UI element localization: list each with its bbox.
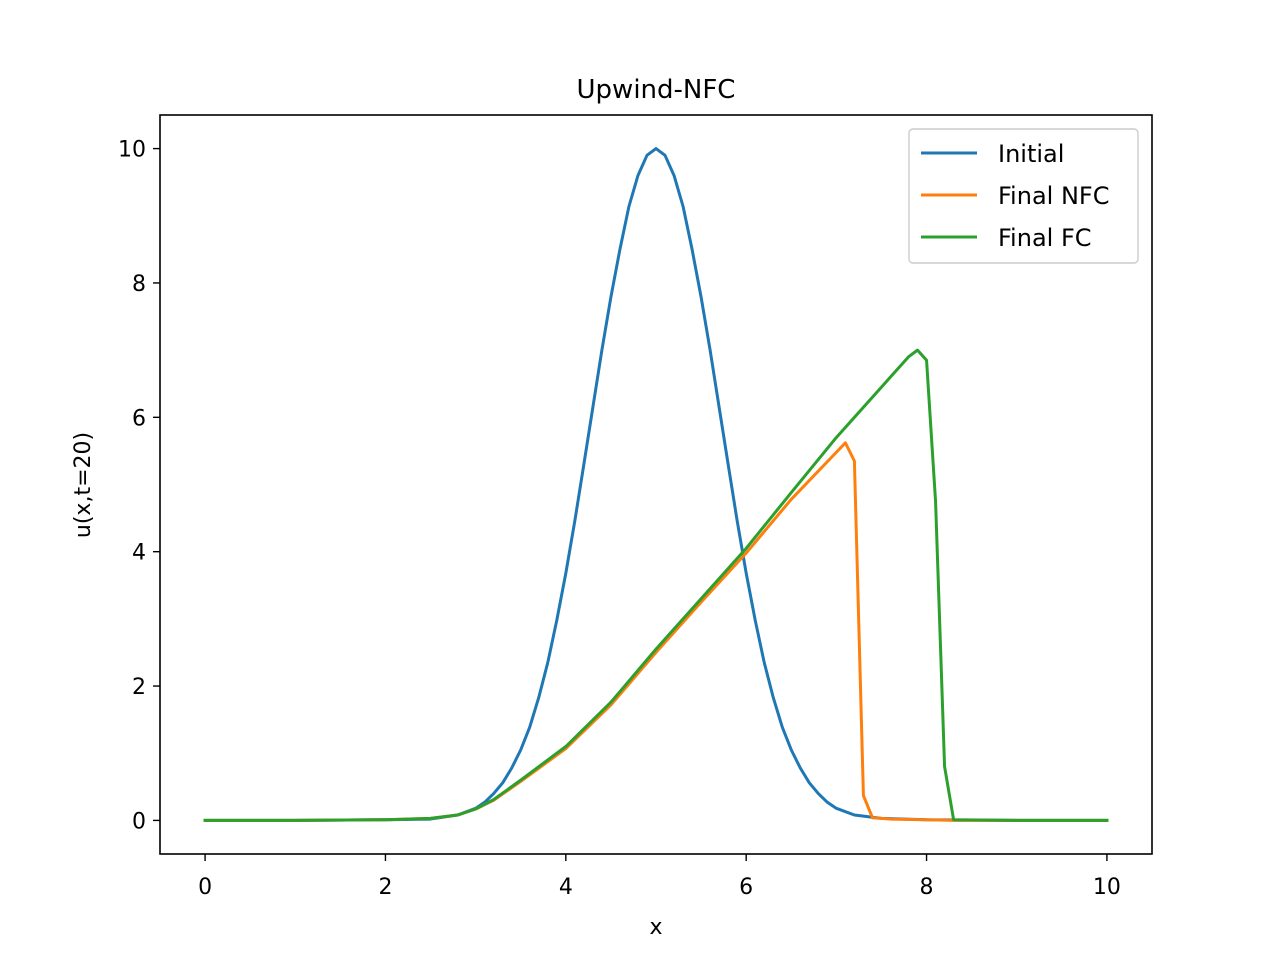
x-axis-label: x — [649, 915, 662, 940]
plot-frame — [159, 114, 1153, 855]
x-tick-label: 0 — [198, 875, 212, 900]
legend-label: Final FC — [998, 224, 1092, 252]
y-tick-label: 10 — [118, 138, 146, 163]
y-axis-label: u(x,t=20) — [71, 432, 96, 538]
legend-box — [908, 128, 1139, 264]
y-tick-label: 0 — [132, 809, 146, 834]
y-tick-label: 4 — [132, 541, 146, 566]
y-tick-label: 8 — [132, 272, 146, 297]
legend-label: Initial — [998, 140, 1064, 168]
legend-label: Final NFC — [998, 182, 1109, 210]
series-line-3 — [203, 348, 1109, 822]
series-line-1 — [203, 147, 1109, 822]
x-tick-label: 10 — [1093, 875, 1121, 900]
x-tick-label: 2 — [378, 875, 392, 900]
plot-area: 0 2 4 6 8 10 0 2 4 6 8 10 Initial Final NFC Final FC — [118, 114, 1153, 900]
y-tick-label: 2 — [132, 675, 146, 700]
y-tick-label: 6 — [132, 406, 146, 431]
x-tick-label: 8 — [920, 875, 934, 900]
chart-title: Upwind-NFC — [577, 75, 736, 105]
x-tick-label: 6 — [739, 875, 753, 900]
x-tick-label: 4 — [559, 875, 573, 900]
